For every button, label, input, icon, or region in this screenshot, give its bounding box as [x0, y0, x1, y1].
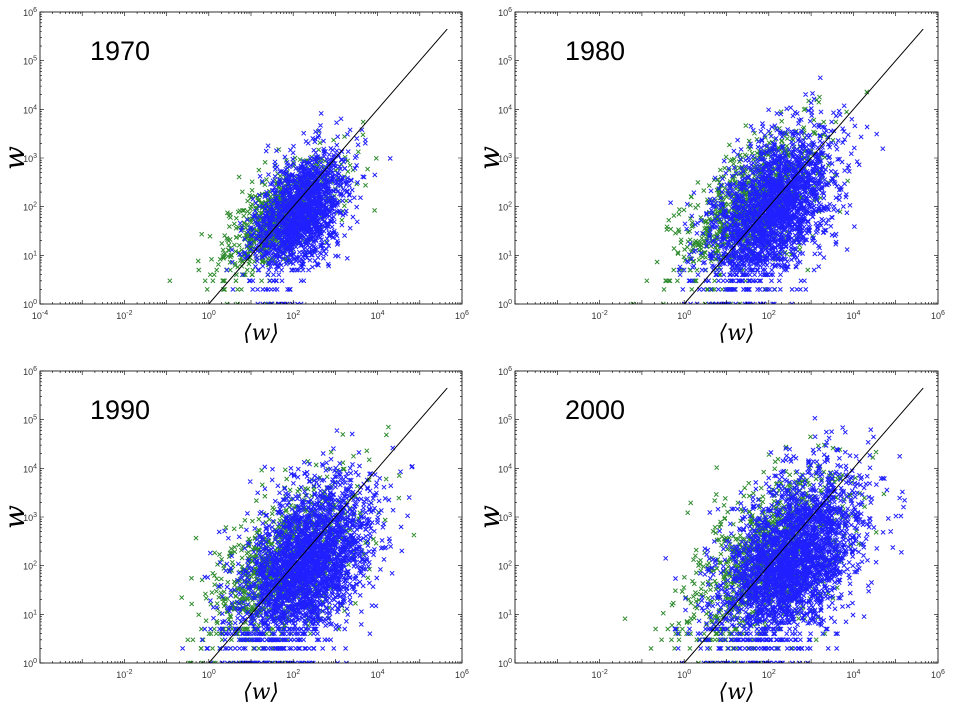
panel-year-label: 1990	[90, 395, 150, 425]
y-tick-label: 106	[23, 7, 37, 18]
chart-panel-2000: 10-2 100 102 104 106 100 101 102 103 104 105 106 200…	[473, 366, 945, 705]
x-tick-label: 10-2	[116, 310, 132, 321]
x-tick-label: 102	[286, 669, 300, 680]
scatter-points	[622, 415, 908, 663]
y-tick-label: 106	[498, 366, 512, 377]
x-tick-label: 106	[931, 669, 945, 680]
y-tick-label: 103	[23, 512, 37, 523]
y-tick-label: 102	[23, 202, 37, 213]
x-tick-label: 10-2	[591, 669, 607, 680]
x-tick-label: 106	[455, 310, 469, 321]
tick-marks	[39, 370, 463, 664]
series-blue-markers	[224, 110, 393, 304]
x-tick-label: 104	[371, 669, 385, 680]
reference-line-y-equals-x	[208, 387, 448, 663]
y-tick-label: 100	[498, 658, 512, 669]
x-tick-label: 100	[677, 310, 691, 321]
series-blue-markers	[180, 428, 415, 663]
x-axis-label: ⟨w⟩	[243, 321, 279, 346]
x-tick-label: 106	[455, 669, 469, 680]
scatter-points	[179, 424, 417, 663]
x-axis-label: ⟨w⟩	[719, 321, 755, 346]
x-axis-label: ⟨w⟩	[243, 680, 279, 705]
axis-ticks	[514, 11, 939, 305]
y-tick-label: 105	[498, 56, 512, 67]
y-tick-label: 106	[23, 366, 37, 377]
y-tick-label: 104	[23, 463, 37, 474]
y-tick-label: 105	[23, 56, 37, 67]
y-tick-label: 102	[23, 561, 37, 572]
y-tick-label: 101	[23, 609, 37, 620]
tick-marks	[39, 11, 463, 305]
y-axis-label: w	[473, 505, 506, 529]
axis-ticks	[514, 370, 939, 664]
x-tick-label: 104	[371, 310, 385, 321]
scatter-points	[167, 110, 393, 304]
reference-line-y-equals-x	[683, 28, 924, 304]
y-tick-label: 100	[23, 658, 37, 669]
x-tick-label: 100	[202, 669, 216, 680]
y-tick-label: 103	[498, 512, 512, 523]
chart-panel-1990: 10-2 100 102 104 106 100 101 102 103 104 105 106 199…	[0, 366, 469, 705]
reference-line-y-equals-x	[208, 28, 448, 304]
y-tick-label: 104	[498, 463, 512, 474]
reference-line-y-equals-x	[683, 387, 924, 663]
y-tick-label: 101	[498, 609, 512, 620]
chart-panel-1970: 10-4 10-2 100 102 104 106 100 101 102 103 104 105 10…	[0, 7, 469, 346]
x-tick-label: 104	[846, 669, 860, 680]
scatter-marker-path	[663, 415, 908, 663]
y-axis-label: w	[473, 146, 506, 170]
x-tick-label: 10-2	[116, 669, 132, 680]
axis-ticks	[39, 370, 463, 664]
y-tick-label: 105	[23, 415, 37, 426]
x-axis-label: ⟨w⟩	[719, 680, 755, 705]
y-tick-label: 103	[498, 153, 512, 164]
y-tick-label: 100	[23, 299, 37, 310]
x-tick-label: 10-4	[32, 310, 48, 321]
y-tick-label: 106	[498, 7, 512, 18]
x-tick-label: 102	[286, 310, 300, 321]
x-tick-label: 104	[846, 310, 860, 321]
y-tick-label: 104	[23, 104, 37, 115]
series-blue-markers	[668, 75, 886, 304]
y-tick-label: 102	[498, 202, 512, 213]
tick-marks	[514, 11, 939, 305]
y-tick-label: 100	[498, 299, 512, 310]
x-tick-label: 102	[762, 669, 776, 680]
x-tick-label: 106	[931, 310, 945, 321]
y-tick-label: 105	[498, 415, 512, 426]
y-axis-label: w	[0, 505, 31, 529]
x-tick-label: 10-2	[591, 310, 607, 321]
y-tick-label: 101	[23, 250, 37, 261]
scatter-marker-path	[224, 110, 393, 304]
series-blue-markers	[663, 415, 908, 663]
panel-year-label: 1970	[90, 36, 150, 66]
y-tick-label: 104	[498, 104, 512, 115]
x-tick-label: 100	[677, 669, 691, 680]
scatter-marker-path	[180, 428, 415, 663]
panel-year-label: 1980	[565, 36, 625, 66]
y-tick-label: 103	[23, 153, 37, 164]
x-tick-label: 100	[202, 310, 216, 321]
scatter-marker-path	[668, 75, 886, 304]
y-axis-label: w	[0, 146, 31, 170]
x-tick-label: 102	[762, 310, 776, 321]
axis-ticks	[39, 11, 463, 305]
chart-panel-1980: 10-2 100 102 104 106 100 101 102 103 104 105 106 198…	[473, 7, 945, 346]
scatter-points	[630, 75, 886, 304]
y-tick-label: 101	[498, 250, 512, 261]
tick-marks	[514, 370, 939, 664]
y-tick-label: 102	[498, 561, 512, 572]
panel-year-label: 2000	[565, 395, 625, 425]
